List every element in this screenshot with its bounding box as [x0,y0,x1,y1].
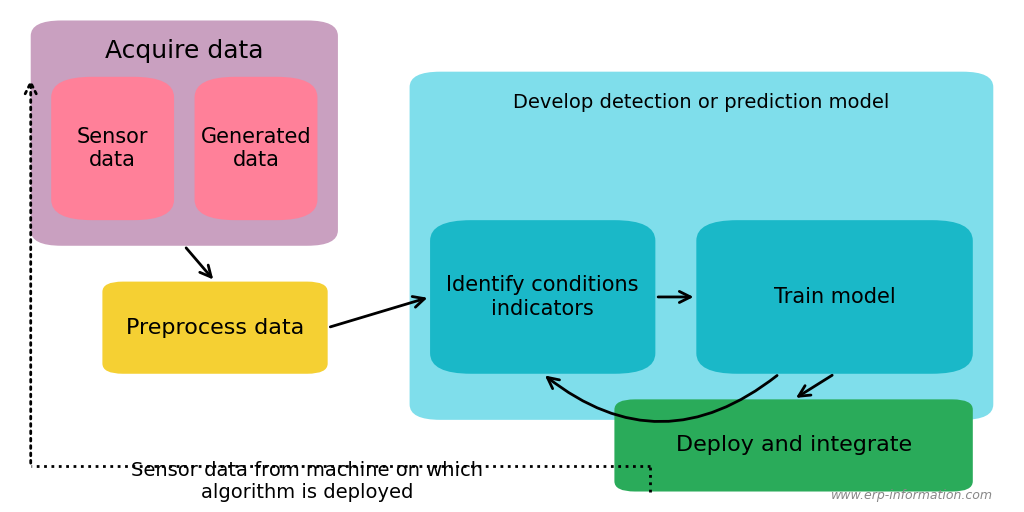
Text: Develop detection or prediction model: Develop detection or prediction model [513,93,890,112]
FancyBboxPatch shape [102,282,328,374]
FancyBboxPatch shape [31,20,338,246]
Text: Sensor data from machine on which
algorithm is deployed: Sensor data from machine on which algori… [131,461,483,502]
Text: Sensor
data: Sensor data [77,127,148,170]
Text: Acquire data: Acquire data [105,39,263,63]
FancyBboxPatch shape [410,72,993,420]
Text: Identify conditions
indicators: Identify conditions indicators [446,275,639,318]
FancyBboxPatch shape [51,77,174,220]
Text: Train model: Train model [774,287,895,307]
Text: Preprocess data: Preprocess data [126,317,304,338]
Text: www.erp-information.com: www.erp-information.com [831,489,993,502]
FancyBboxPatch shape [696,220,973,374]
Text: Generated
data: Generated data [201,127,311,170]
Text: Deploy and integrate: Deploy and integrate [676,435,911,456]
FancyBboxPatch shape [430,220,655,374]
FancyBboxPatch shape [195,77,317,220]
FancyBboxPatch shape [614,399,973,492]
